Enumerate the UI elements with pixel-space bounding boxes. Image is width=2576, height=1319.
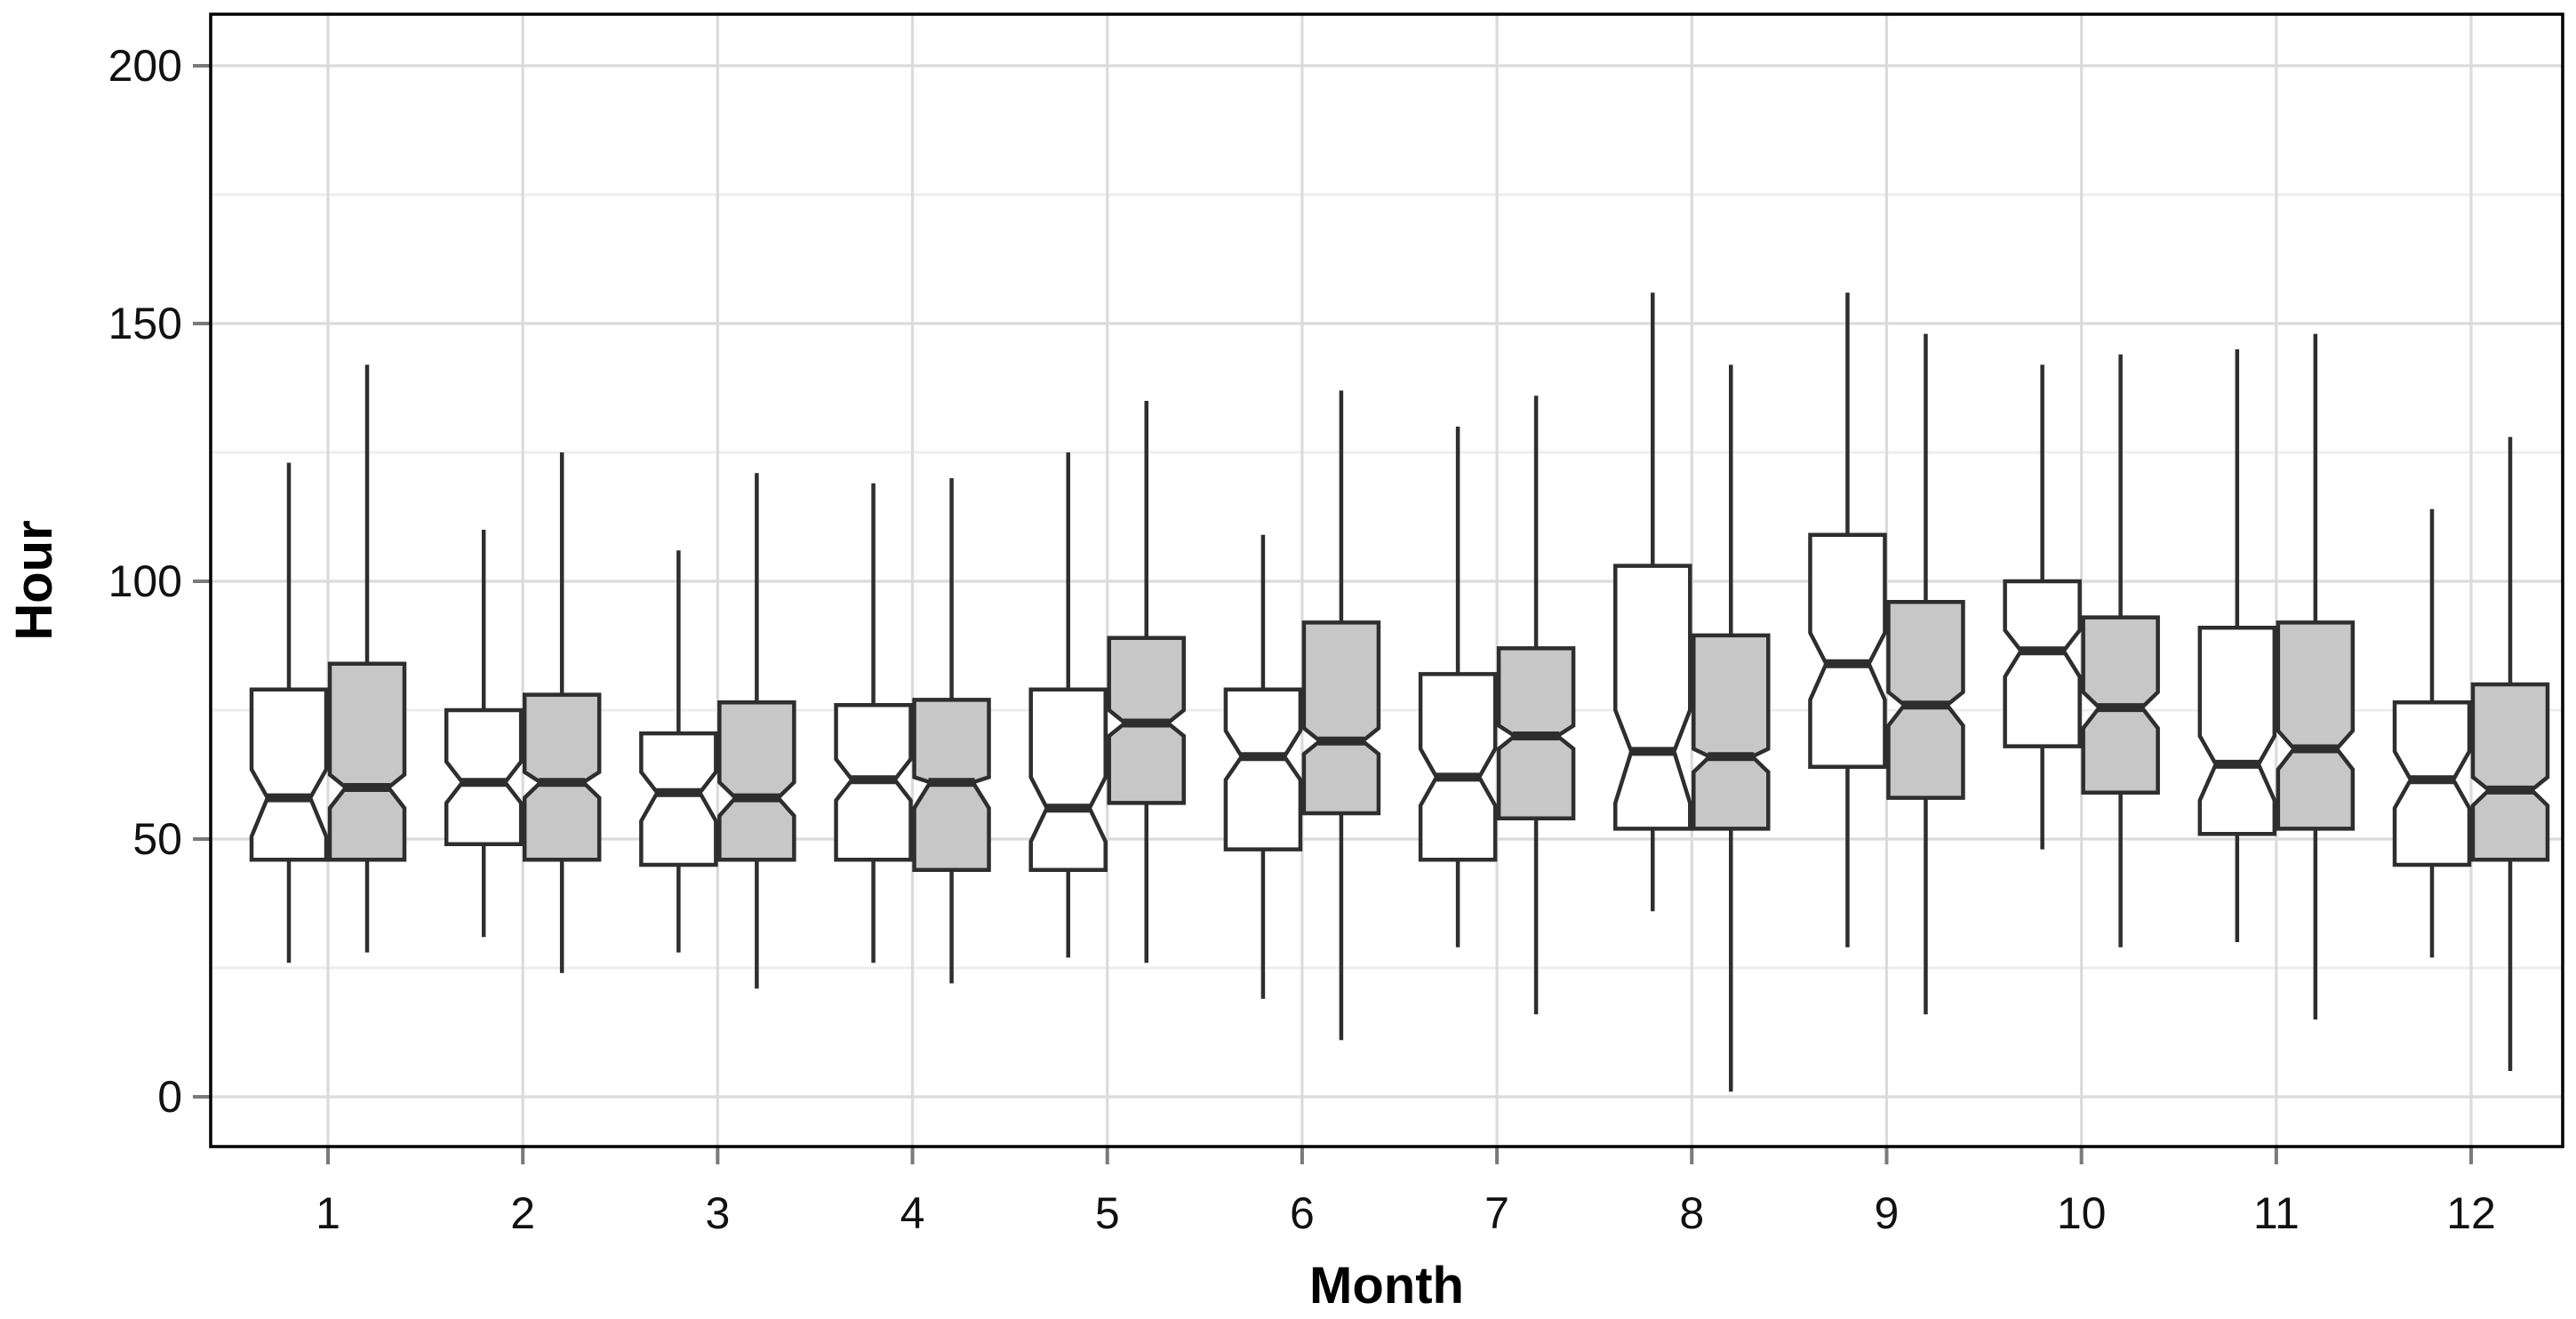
notched-box xyxy=(1418,672,1498,862)
x-tick-label: 7 xyxy=(1484,1188,1509,1238)
y-tick-label: 50 xyxy=(132,814,182,864)
x-tick-label: 9 xyxy=(1875,1188,1900,1238)
boxplot-white-month-9 xyxy=(1808,292,1887,947)
x-tick-label: 8 xyxy=(1679,1188,1704,1238)
x-axis-title: Month xyxy=(1309,1257,1464,1315)
notched-box xyxy=(1028,687,1108,873)
boxplot-gray-month-3 xyxy=(717,473,796,989)
notched-box xyxy=(2003,579,2082,748)
boxplot-gray-month-10 xyxy=(2081,354,2160,947)
x-tick-label: 2 xyxy=(510,1188,535,1238)
y-tick-label: 200 xyxy=(108,41,182,91)
notched-box xyxy=(327,661,407,862)
boxplot-gray-month-7 xyxy=(1496,396,1576,1015)
y-tick-label: 0 xyxy=(157,1072,182,1122)
notched-box xyxy=(522,692,602,862)
x-tick-label: 10 xyxy=(2057,1188,2107,1238)
y-tick-label: 100 xyxy=(108,556,182,606)
y-tick-label: 150 xyxy=(108,299,182,348)
boxplot-gray-month-6 xyxy=(1301,390,1381,1041)
boxplot-gray-month-4 xyxy=(912,478,991,984)
boxplot-gray-month-1 xyxy=(327,364,407,953)
x-tick-label: 12 xyxy=(2446,1188,2496,1238)
boxplot-gray-month-12 xyxy=(2470,436,2550,1071)
boxplot-white-month-7 xyxy=(1418,427,1498,947)
x-tick-label: 6 xyxy=(1290,1188,1315,1238)
notched-box xyxy=(1692,633,1771,831)
notched-box xyxy=(1886,599,1965,800)
notched-box xyxy=(717,700,796,862)
panel-border xyxy=(209,12,2564,1148)
boxplot-white-month-12 xyxy=(2392,508,2472,958)
boxplot-white-month-10 xyxy=(2003,364,2082,850)
notched-box xyxy=(1808,532,1887,770)
boxplot-gray-month-9 xyxy=(1886,333,1965,1015)
boxplot-gray-month-2 xyxy=(522,452,602,973)
boxplot-white-month-4 xyxy=(834,483,913,963)
notched-box xyxy=(1301,620,1381,816)
box-layer xyxy=(249,292,2550,1092)
x-tick-label: 1 xyxy=(316,1188,340,1238)
boxplot-gray-month-11 xyxy=(2276,333,2356,1019)
notched-box xyxy=(1223,687,1303,851)
boxplot-white-month-11 xyxy=(2197,349,2277,942)
boxplot-white-month-1 xyxy=(249,462,329,963)
notched-box xyxy=(1613,564,1692,831)
boxplot-white-month-6 xyxy=(1223,534,1303,999)
x-tick-label: 3 xyxy=(705,1188,730,1238)
boxplot-white-month-2 xyxy=(444,530,524,938)
notched-box xyxy=(2276,620,2356,831)
x-tick-label: 4 xyxy=(900,1188,925,1238)
notched-box xyxy=(249,687,329,862)
boxplot-gray-month-5 xyxy=(1107,401,1186,963)
boxplot-gray-month-8 xyxy=(1692,364,1771,1092)
notched-box xyxy=(639,731,718,867)
x-tick-label: 11 xyxy=(2253,1188,2300,1238)
notched-box xyxy=(444,707,524,847)
x-tick-label: 5 xyxy=(1095,1188,1120,1238)
boxplot-white-month-5 xyxy=(1028,452,1108,958)
notched-box xyxy=(2197,625,2277,836)
y-axis-title: Hour xyxy=(5,520,63,640)
boxplot-white-month-3 xyxy=(639,550,718,953)
boxplot-white-month-8 xyxy=(1613,292,1692,912)
notched-box xyxy=(2470,682,2550,862)
